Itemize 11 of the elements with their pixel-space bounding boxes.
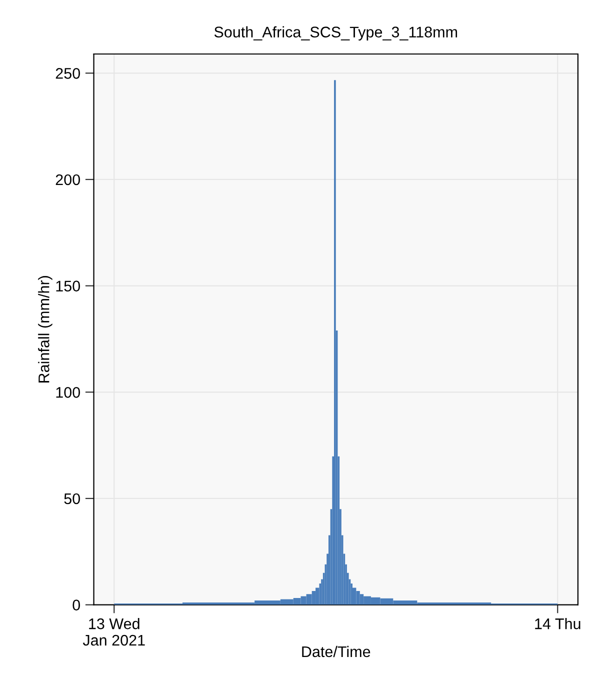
y-tick-label: 150 [56, 280, 80, 292]
y-tick-label: 250 [56, 68, 80, 79]
x-tick-label: 14 Thu [535, 618, 580, 630]
chart-title: South_Africa_SCS_Type_3_118mm [214, 26, 458, 41]
y-tick-label: 50 [64, 493, 80, 504]
y-axis-title: Rainfall (mm/hr) [38, 276, 52, 382]
y-tick-label: 200 [56, 174, 80, 186]
x-axis-title: Date/Time [302, 646, 370, 658]
y-tick-label: 0 [72, 600, 80, 610]
y-tick-label: 100 [56, 387, 80, 398]
x-tick-label: 13 Wed Jan 2021 [82, 618, 145, 646]
